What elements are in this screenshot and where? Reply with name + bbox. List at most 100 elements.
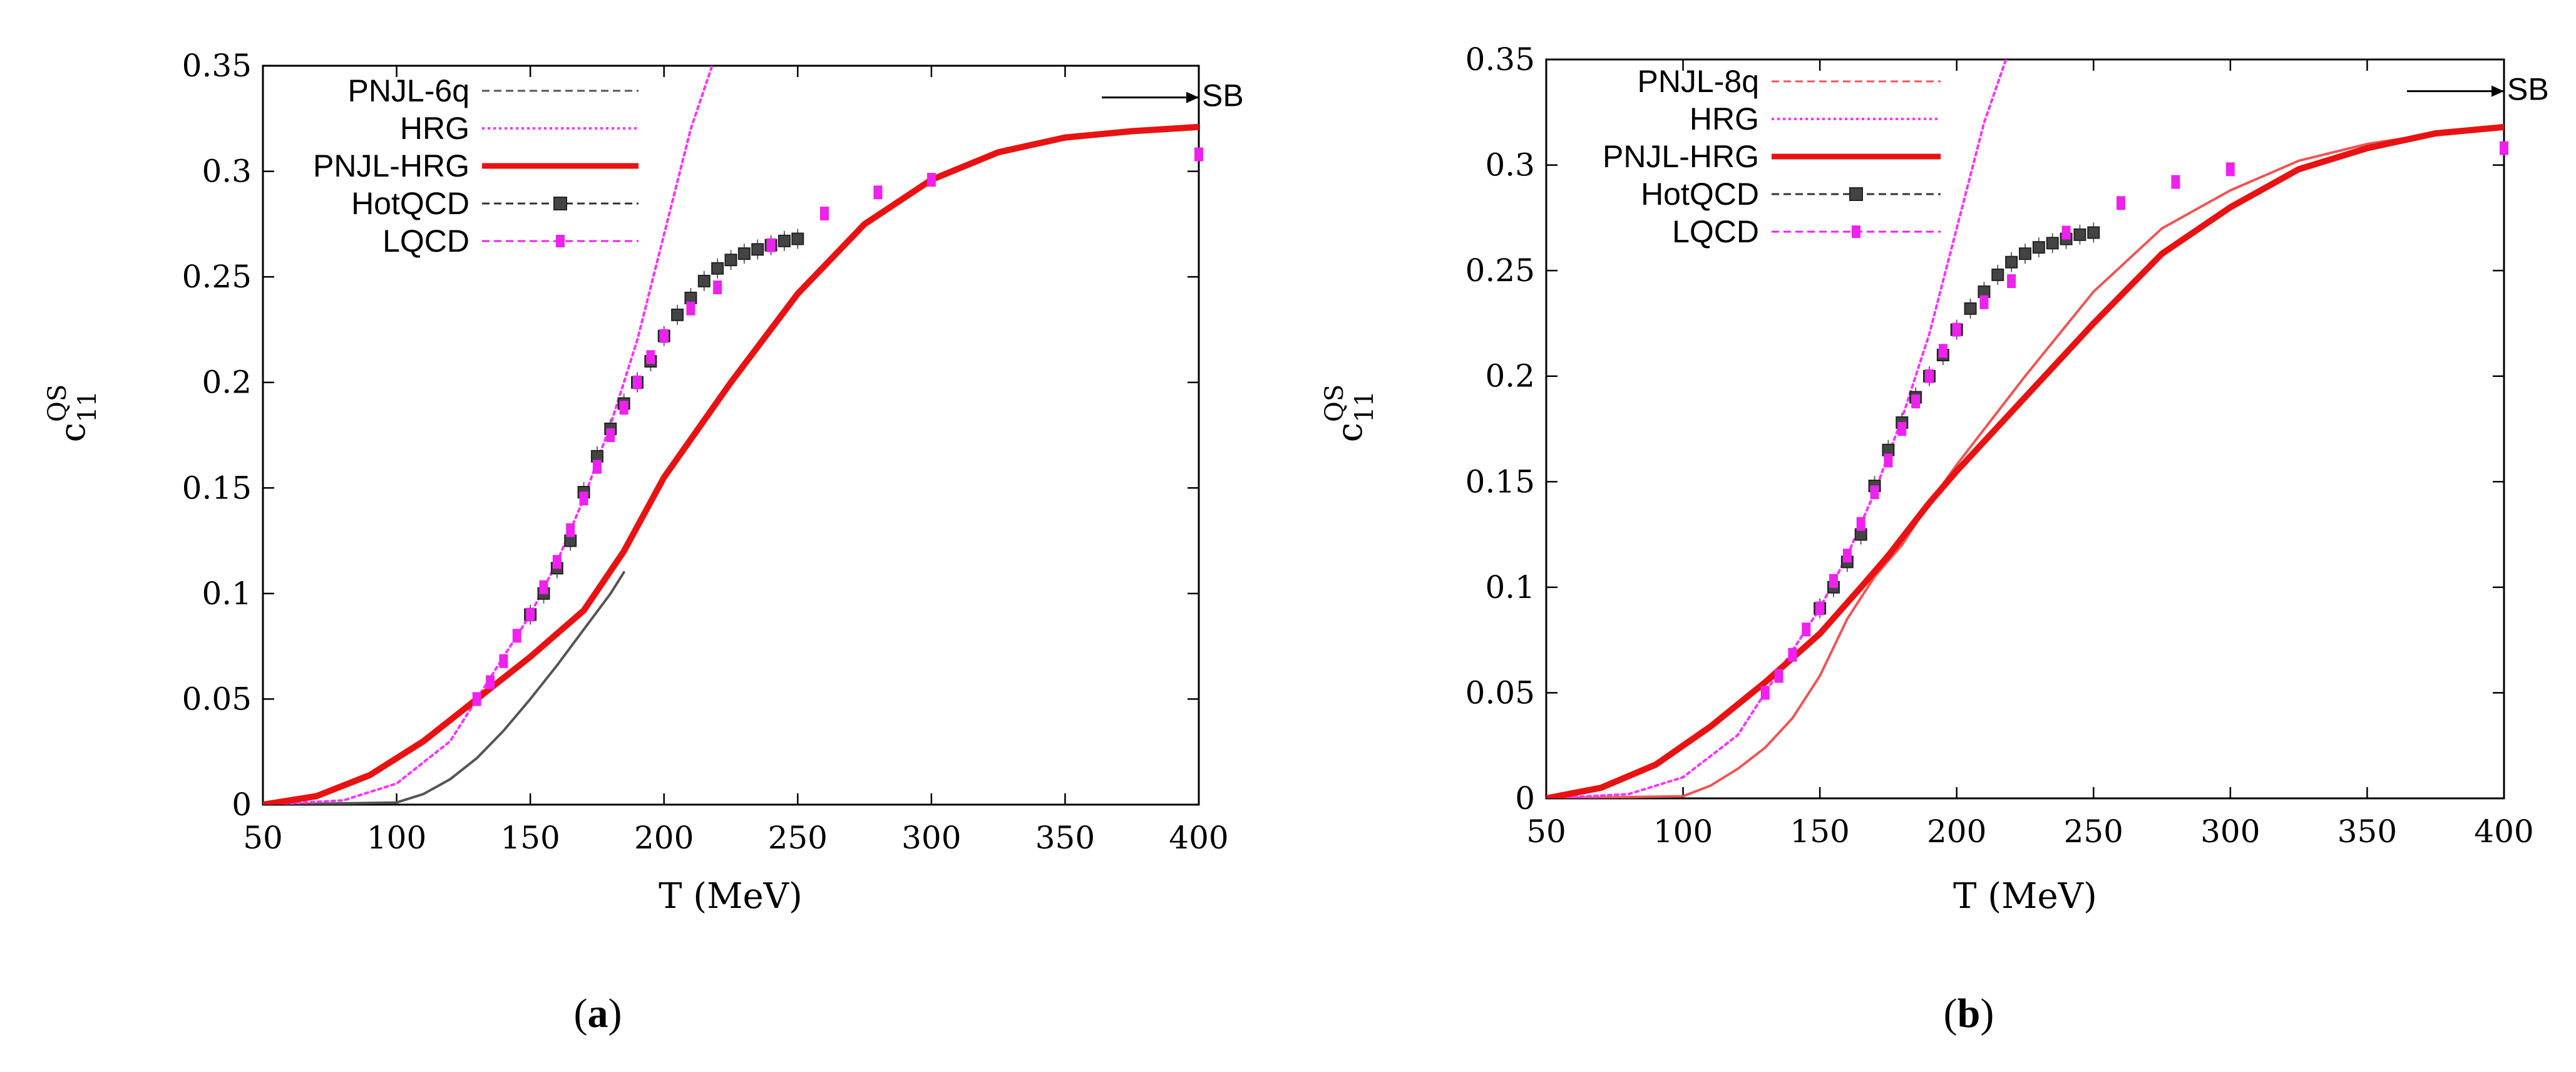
ytick-label-b: 0.25 — [1465, 252, 1535, 289]
lqcd-point — [1194, 147, 1203, 162]
xtick-label-a: 350 — [1035, 820, 1095, 856]
lqcd-point — [1884, 453, 1893, 468]
lqcd-point — [1760, 686, 1770, 700]
ytick-label-b: 0.15 — [1465, 463, 1535, 500]
ylabel-b: c11QS — [1320, 384, 1379, 442]
hotqcd-point — [2087, 226, 2100, 239]
lqcd-point — [1952, 322, 1961, 337]
lqcd-point — [1897, 422, 1907, 436]
series-line-pnjl-hrg — [263, 123, 1199, 805]
panel-label-a: (a) — [574, 991, 622, 1036]
hotqcd-point — [697, 274, 711, 287]
lqcd-point — [1774, 669, 1783, 683]
lqcd-point — [2500, 141, 2508, 155]
lqcd-point — [1788, 647, 1797, 662]
lqcd-point — [486, 675, 495, 689]
ticks-a: 50 100 150 200 250 300 350 400 0 0.05 0.1 0.15 0.2 0.… — [182, 48, 1229, 856]
hotqcd-point — [724, 254, 737, 267]
lqcd-point — [619, 401, 629, 415]
ytick-label-a: 0.15 — [182, 470, 252, 506]
lqcd-point — [512, 629, 521, 643]
legend-marker-lqcd — [556, 235, 565, 247]
hotqcd-point — [2046, 237, 2059, 250]
hotqcd-point — [1964, 302, 1977, 315]
lqcd-point — [1842, 549, 1852, 563]
xtick-label-a: 50 — [243, 820, 283, 856]
lqcd-point — [2225, 162, 2235, 177]
ytick-label-b: 0.1 — [1485, 569, 1535, 606]
ytick-label-a: 0.05 — [182, 681, 252, 717]
lqcd-point — [499, 654, 508, 668]
legend-label-pnjl-hrg: PNJL-HRG — [1603, 139, 1759, 174]
legend-label-lqcd: LQCD — [382, 224, 470, 259]
lqcd-point — [1856, 517, 1865, 531]
sb-marker-b: SB — [2407, 72, 2549, 107]
lqcd-point — [1925, 369, 1934, 383]
lqcd-point — [592, 460, 602, 474]
hotqcd-point — [751, 243, 764, 256]
lqcd-point — [1938, 344, 1947, 358]
lqcd-point — [539, 580, 548, 594]
sb-marker-a: SB — [1102, 78, 1244, 113]
plot-area-b — [1545, 58, 2505, 800]
hotqcd-point — [711, 262, 724, 275]
xtick-label-b: 100 — [1653, 813, 1713, 850]
hotqcd-point — [2019, 247, 2031, 260]
legend-marker-hotqcd — [1849, 187, 1863, 201]
lqcd-point — [552, 555, 562, 569]
xtick-label-b: 400 — [2474, 813, 2533, 850]
hotqcd-point — [2032, 241, 2045, 254]
hotqcd-point — [777, 234, 791, 247]
lqcd-point — [873, 185, 883, 200]
xtick-label-a: 200 — [634, 820, 694, 856]
xtick-label-a: 300 — [901, 820, 961, 856]
series-a — [263, 66, 1203, 805]
series-line-pnjl-hrg — [1546, 123, 2504, 798]
hotqcd-point — [671, 308, 684, 321]
hotqcd-point — [2073, 228, 2086, 241]
ytick-label-a: 0 — [232, 786, 252, 823]
lqcd-point — [606, 428, 615, 442]
xtick-label-b: 50 — [1526, 813, 1566, 850]
xlabel-a: T (MeV) — [659, 876, 803, 917]
lqcd-point — [2117, 196, 2125, 210]
svg-text:c11QS: c11QS — [1320, 384, 1379, 442]
sb-label: SB — [1202, 78, 1244, 113]
ytick-label-a: 0.2 — [202, 364, 252, 401]
plot-area-a — [262, 64, 1200, 806]
panel-a: 50 100 150 200 250 300 350 400 0 0.05 0.1 0.15 0.2 0.… — [43, 48, 1244, 1036]
ylabel-b-sub: 11 — [1350, 391, 1379, 423]
legend-label-hrg: HRG — [400, 111, 470, 146]
hotqcd-point — [1991, 268, 2004, 281]
series-line-pnjl-6q — [263, 571, 625, 805]
legend-label-hotqcd: HotQCD — [1641, 177, 1759, 212]
lqcd-point — [686, 301, 695, 316]
ylabel-a-sub: 11 — [73, 391, 102, 423]
lqcd-point — [2007, 274, 2016, 288]
sb-arrow-head — [1186, 91, 1199, 103]
panel-label-b-letter: b — [1958, 991, 1981, 1036]
lqcd-point — [633, 375, 642, 389]
lqcd-point — [926, 173, 936, 187]
legend-label-hotqcd: HotQCD — [351, 186, 470, 221]
ytick-label-a: 0.35 — [182, 48, 252, 84]
lqcd-point — [1979, 295, 1989, 309]
lqcd-point — [713, 281, 722, 294]
series-line-pnjl-8q — [1546, 125, 2504, 798]
lqcd-point — [2171, 175, 2180, 189]
lqcd-point — [2061, 225, 2071, 240]
lqcd-point — [1802, 622, 1811, 637]
series-line-hrg — [263, 66, 714, 805]
panel-b: 50 100 150 200 250 300 350 400 0 0.05 0.1 0.15 0.2 0.… — [1320, 41, 2549, 1036]
lqcd-point — [526, 607, 535, 622]
xtick-label-b: 300 — [2200, 813, 2260, 850]
lqcd-point — [820, 207, 829, 220]
hotqcd-point — [2005, 255, 2018, 269]
sb-label: SB — [2507, 72, 2549, 107]
lqcd-point — [1829, 574, 1838, 588]
panel-label-b: (b) — [1944, 991, 1994, 1036]
